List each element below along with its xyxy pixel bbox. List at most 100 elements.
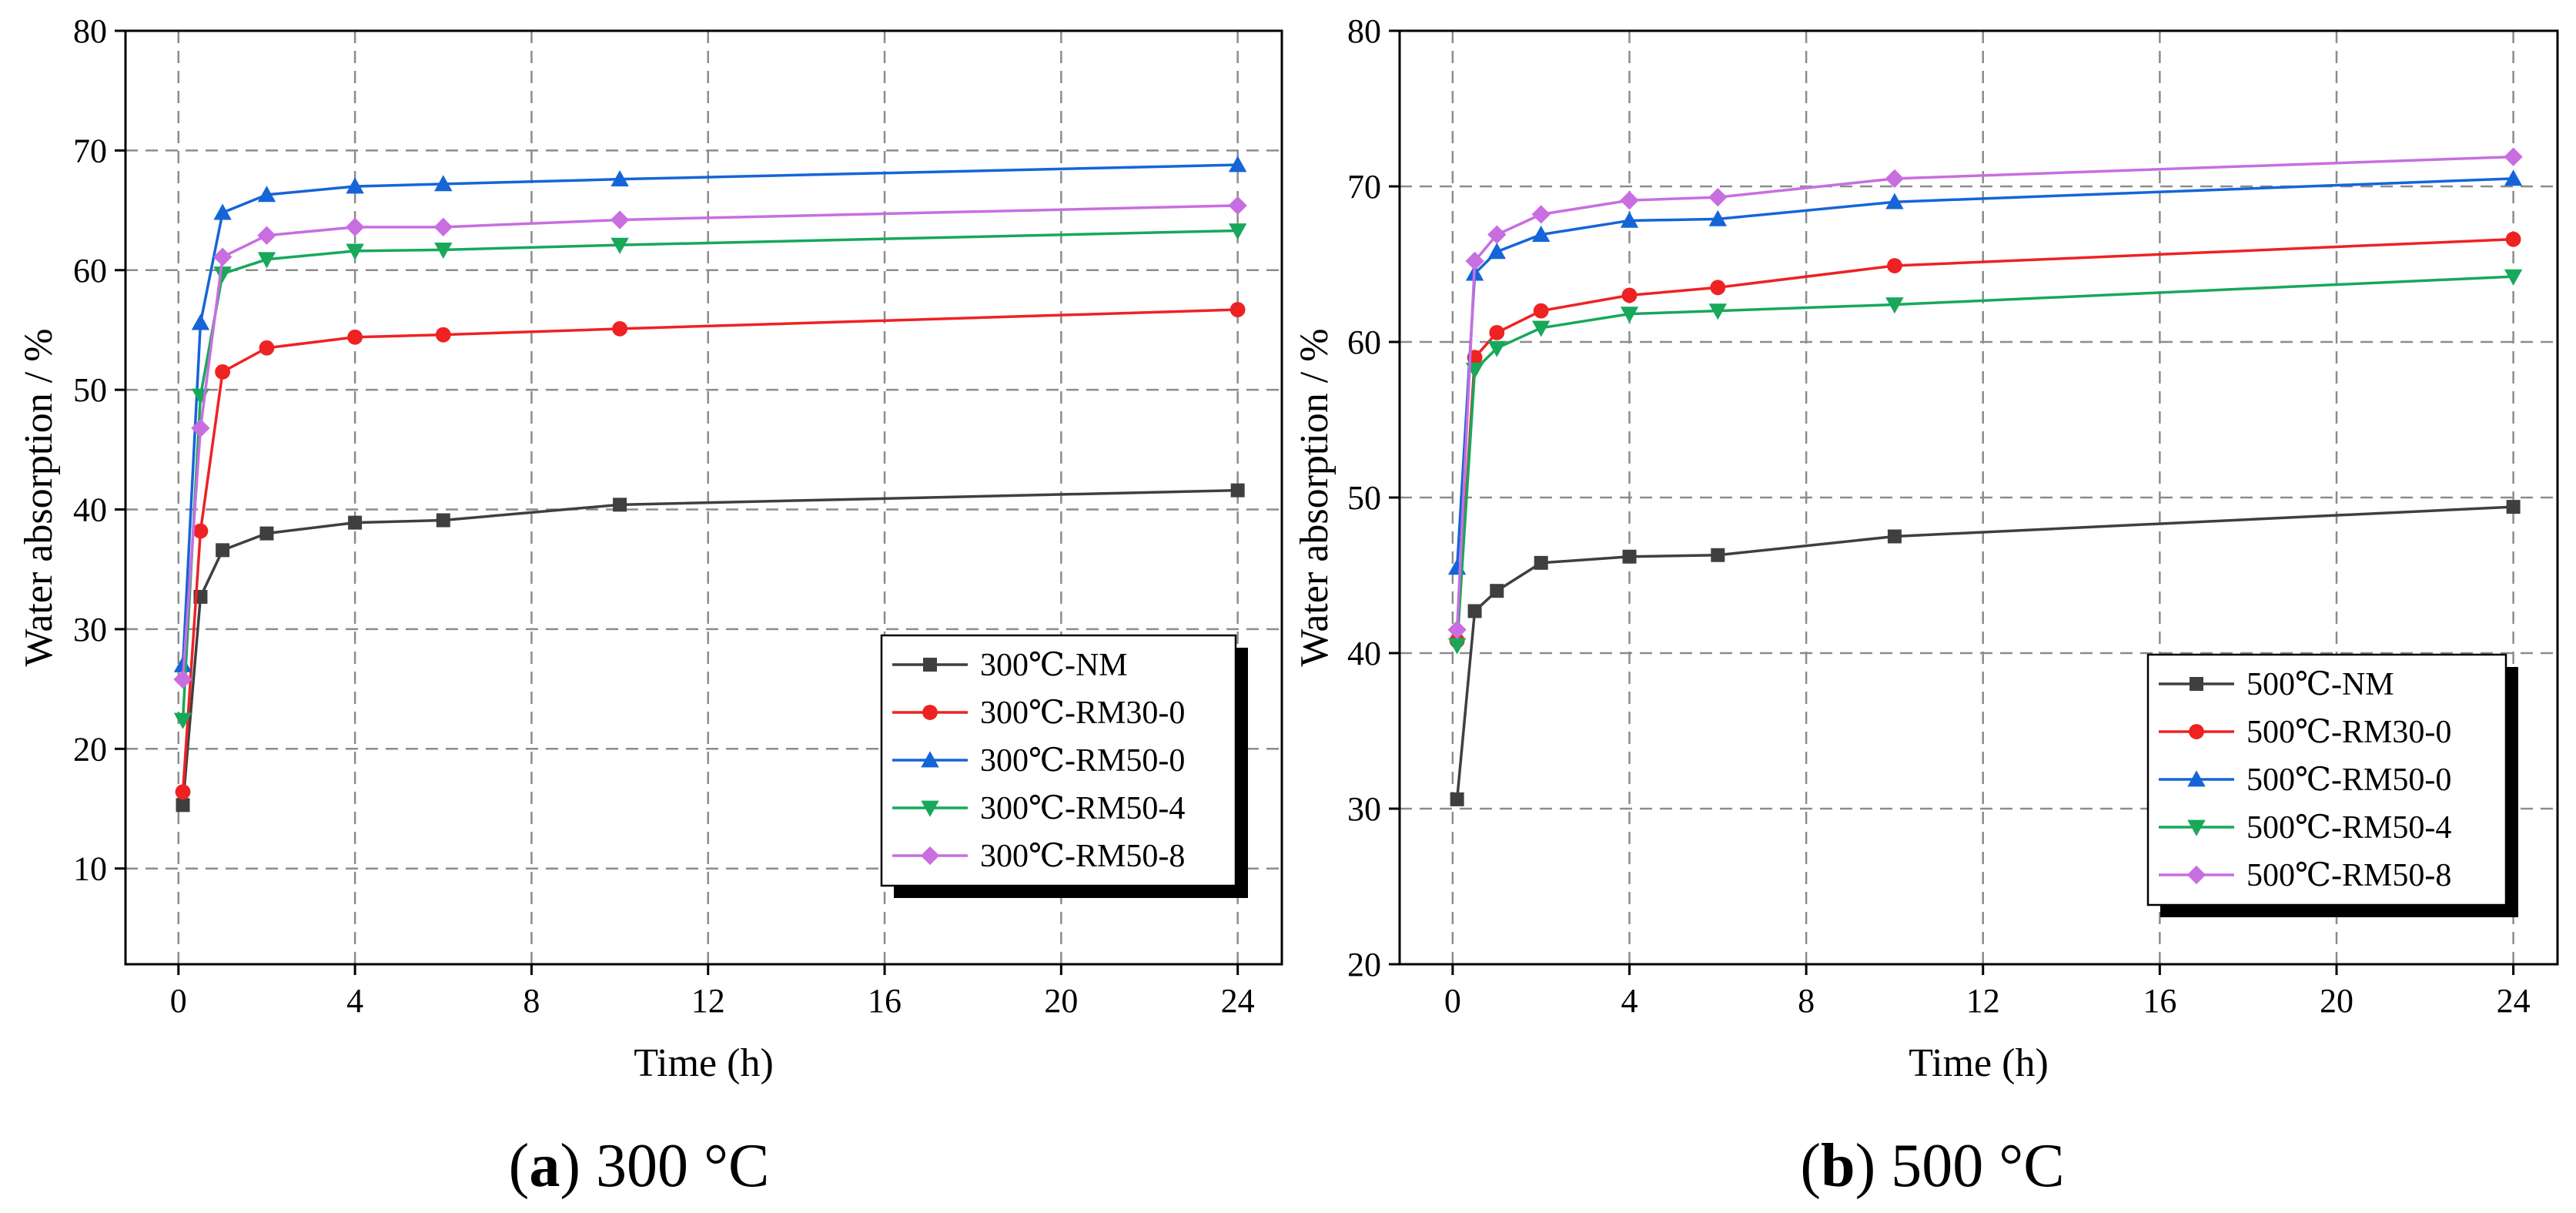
data-point xyxy=(1531,205,1551,224)
x-tick-label: 0 xyxy=(170,982,187,1020)
series-line xyxy=(1455,177,2514,568)
data-point xyxy=(191,418,210,438)
data-point xyxy=(1531,225,1551,242)
data-point xyxy=(1885,193,1904,209)
x-tick-label: 16 xyxy=(868,982,902,1020)
chart-panel-a: 0 4 8 12 16 20 24 10 20 30 40 50 60 70 80 Time (h) Water… xyxy=(17,12,1283,1200)
x-tick-label: 16 xyxy=(2143,982,2176,1020)
data-point xyxy=(435,327,451,343)
data-point xyxy=(1487,340,1506,357)
x-tick-label: 20 xyxy=(2320,982,2354,1020)
series-line xyxy=(181,204,1238,680)
legend-marker xyxy=(2187,819,2206,836)
data-point xyxy=(2504,169,2523,186)
series-line xyxy=(181,308,1238,792)
series-line xyxy=(181,229,1238,721)
data-point xyxy=(611,169,629,187)
data-point xyxy=(1487,243,1506,260)
legend-entry: 300℃-RM30-0 xyxy=(892,695,1185,731)
data-point xyxy=(345,217,365,236)
data-point xyxy=(1620,211,1639,228)
data-point xyxy=(1450,792,1464,806)
series-line xyxy=(1455,275,2514,646)
data-point xyxy=(1622,549,1637,564)
data-point xyxy=(2505,231,2521,247)
y-axis-label: Water absorption / % xyxy=(1293,328,1337,666)
data-point xyxy=(1487,225,1507,244)
legend-label: 500℃-NM xyxy=(2246,667,2394,702)
data-point xyxy=(1885,297,1904,314)
legend-label: 300℃-RM50-0 xyxy=(980,743,1185,779)
legend-label: 500℃-RM50-4 xyxy=(2246,810,2451,846)
series-NM xyxy=(176,483,1245,813)
legend-label: 500℃-RM30-0 xyxy=(2246,715,2451,750)
legend-label: 500℃-RM50-0 xyxy=(2246,762,2451,798)
legend-label: 300℃-RM50-8 xyxy=(980,839,1185,874)
legend-entry: 300℃-RM50-8 xyxy=(892,839,1185,874)
x-tick-label: 4 xyxy=(1621,982,1638,1020)
data-point xyxy=(348,515,363,530)
data-point xyxy=(192,523,209,539)
data-point xyxy=(2506,500,2521,514)
data-point xyxy=(610,210,630,230)
legend-entry: 500℃-RM50-0 xyxy=(2159,762,2451,798)
series-RM50-0 xyxy=(173,156,1247,672)
data-point xyxy=(1228,156,1247,173)
y-tick-label: 80 xyxy=(73,12,107,50)
y-tick-label: 30 xyxy=(73,611,107,648)
legend-entry: 500℃-RM50-8 xyxy=(2159,858,2451,893)
x-tick-label: 12 xyxy=(691,982,725,1020)
data-point xyxy=(1621,287,1638,303)
data-point xyxy=(1885,169,1905,189)
data-point xyxy=(1447,620,1467,639)
legend-label: 300℃-NM xyxy=(980,648,1128,683)
data-point xyxy=(173,712,192,729)
data-point xyxy=(1489,324,1505,340)
data-point xyxy=(1711,548,1725,562)
y-tick-label: 50 xyxy=(1347,479,1381,517)
data-point xyxy=(1447,638,1467,655)
data-point xyxy=(1531,320,1551,337)
data-point xyxy=(1708,303,1728,320)
data-point xyxy=(611,237,629,254)
x-axis-label: Time (h) xyxy=(1909,1041,2049,1085)
plot-frame xyxy=(124,29,1283,966)
series-RM50-8 xyxy=(173,196,1247,689)
y-axis-label: Water absorption / % xyxy=(17,328,61,666)
data-point xyxy=(1490,584,1504,598)
data-point xyxy=(213,203,232,220)
legend-marker xyxy=(920,846,940,866)
data-point xyxy=(434,175,453,192)
data-point xyxy=(346,243,364,260)
data-point xyxy=(216,543,230,558)
legend-entry: 500℃-NM xyxy=(2159,667,2394,702)
y-tick-label: 60 xyxy=(73,252,107,290)
panel-caption: (b) 500 °C xyxy=(1800,1132,2064,1200)
data-point xyxy=(434,242,453,260)
data-point xyxy=(346,177,364,194)
legend-entry: 300℃-RM50-4 xyxy=(892,791,1185,826)
x-axis-label: Time (h) xyxy=(634,1041,774,1085)
series-RM50-4 xyxy=(1447,269,2523,655)
x-tick-label: 8 xyxy=(1798,982,1815,1020)
x-tick-label: 12 xyxy=(1966,982,2000,1020)
data-point xyxy=(1887,258,1902,273)
series-RM50-8 xyxy=(1447,147,2523,639)
legend-marker xyxy=(922,705,938,720)
x-tick-label: 8 xyxy=(523,982,540,1020)
legend-entry: 300℃-RM50-0 xyxy=(892,743,1185,779)
x-tick-label: 20 xyxy=(1044,982,1078,1020)
y-tick-label: 70 xyxy=(73,132,107,169)
series-line xyxy=(181,163,1238,665)
data-point xyxy=(433,217,453,236)
data-point xyxy=(1708,209,1728,226)
x-tick-label: 24 xyxy=(2497,982,2531,1020)
data-point xyxy=(191,388,210,405)
data-point xyxy=(257,226,276,245)
data-point xyxy=(1887,529,1902,544)
data-point xyxy=(1620,307,1639,323)
series-RM30-0 xyxy=(1449,231,2521,648)
data-point xyxy=(213,266,232,283)
data-point xyxy=(613,498,627,512)
